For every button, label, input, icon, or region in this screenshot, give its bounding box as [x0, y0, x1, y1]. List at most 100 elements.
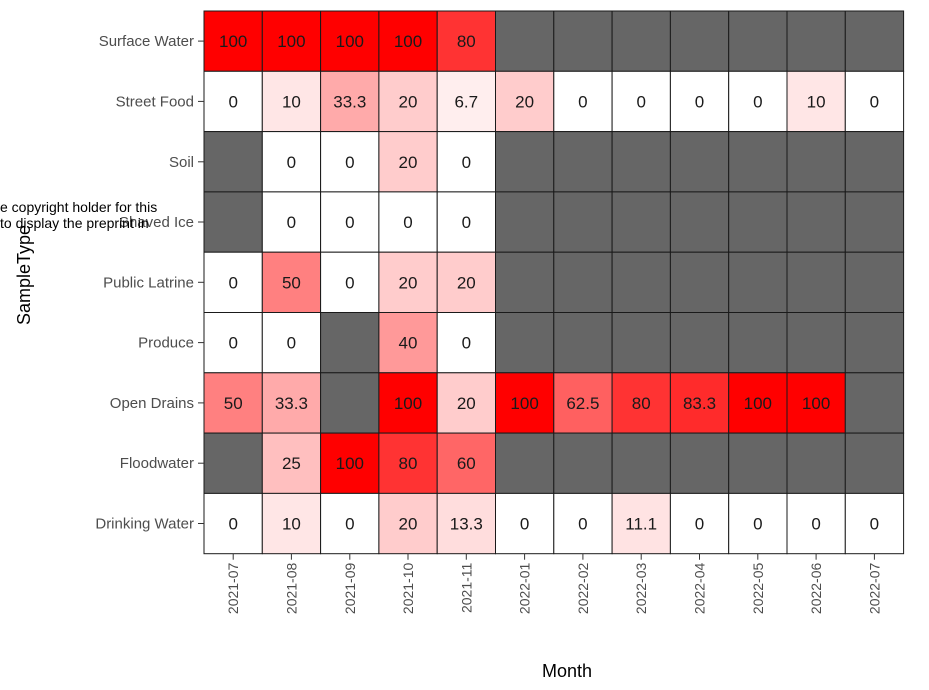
- cell-value-label: 0: [462, 153, 471, 172]
- heatmap-cell-floodwater-2021-08: [261, 432, 322, 494]
- cell-value-label: 0: [462, 334, 471, 353]
- x-axis: 2021-07 2021-08 2021-09 2021-10 2021-11 2022-…: [225, 553, 882, 614]
- x-axis-title: Month: [542, 661, 592, 681]
- cell-value-label: 0: [287, 153, 296, 172]
- heatmap-cell-surface-water-2022-05: [728, 10, 788, 72]
- cell-value-label: 13.3: [450, 515, 483, 534]
- heatmap-cell-street-food-2022-04: [669, 70, 730, 133]
- cell-value-label: 100: [394, 394, 422, 413]
- heatmap-cell-drinking-water-2021-11: [436, 492, 497, 555]
- cell-value-label: 100: [219, 32, 247, 51]
- cell-value-label: 10: [282, 92, 301, 111]
- cell-value-label: 0: [695, 515, 704, 534]
- heatmap-cell-produce-2022-02: [553, 312, 613, 374]
- cell-value-label: 100: [336, 32, 364, 51]
- cell-value-label: 0: [870, 92, 879, 111]
- heatmap-cell-shaved-ice-2022-06: [786, 191, 846, 253]
- heatmap-cell-surface-water-2021-07: [203, 10, 263, 72]
- heatmap-cell-floodwater-2021-10: [378, 432, 438, 494]
- heatmap-cell-public-latrine-2021-08: [261, 251, 322, 313]
- cell-value-label: 0: [287, 334, 296, 353]
- heatmap-cell-surface-water-2022-01: [495, 10, 555, 72]
- cell-value-label: 100: [277, 32, 305, 51]
- heatmap-cell-surface-water-2022-07: [844, 10, 905, 72]
- cell-value-label: 20: [399, 515, 418, 534]
- heatmap-cell-produce-2021-09: [320, 312, 380, 374]
- heatmap-cell-soil-2021-09: [320, 131, 380, 193]
- heatmap-cell-public-latrine-2021-09: [320, 251, 380, 313]
- heatmap-cell-drinking-water-2021-08: [261, 492, 322, 555]
- x-tick-label: 2021-11: [458, 562, 474, 613]
- heatmap-cell-surface-water-2021-08: [261, 10, 322, 72]
- cell-value-label: 0: [870, 515, 879, 534]
- cell-value-label: 0: [345, 213, 354, 232]
- heatmap-cell-street-food-2021-09: [320, 70, 380, 133]
- x-tick-label: 2021-10: [400, 562, 416, 614]
- cell-value-label: 80: [457, 32, 476, 51]
- heatmap-cell-soil-2022-01: [495, 131, 555, 193]
- x-tick-label: 2022-04: [692, 562, 708, 614]
- heatmap-cell-surface-water-2022-04: [669, 10, 730, 72]
- x-tick-label: 2021-09: [342, 562, 358, 614]
- cell-value-label: 100: [336, 454, 364, 473]
- heatmap-cell-open-drains-2021-09: [320, 372, 380, 434]
- heatmap-cell-open-drains-2022-05: [728, 372, 788, 434]
- cell-value-label: 11.1: [625, 515, 657, 534]
- heatmap-cell-floodwater-2022-02: [553, 432, 613, 494]
- cell-value-label: 0: [578, 515, 587, 534]
- x-tick-label: 2022-01: [517, 562, 533, 614]
- cell-value-label: 0: [287, 213, 296, 232]
- cell-value-label: 25: [282, 454, 301, 473]
- x-tick-label: 2021-07: [225, 562, 241, 614]
- cell-value-label: 0: [228, 334, 237, 353]
- heatmap-cell-public-latrine-2021-10: [378, 251, 438, 313]
- cell-value-label: 20: [399, 273, 418, 292]
- cell-value-label: 0: [228, 273, 237, 292]
- cell-value-label: 62.5: [566, 394, 599, 413]
- y-tick-label: Surface Water: [99, 33, 194, 50]
- heatmap-cell-public-latrine-2022-01: [495, 251, 555, 313]
- heatmap-cell-soil-2022-05: [728, 131, 788, 193]
- heatmap-cell-shaved-ice-2021-09: [320, 191, 380, 253]
- cell-value-label: 0: [462, 213, 471, 232]
- heatmap-cell-public-latrine-2022-03: [611, 251, 671, 313]
- cell-value-label: 0: [753, 92, 762, 111]
- cell-value-label: 0: [345, 153, 354, 172]
- heatmap-cell-soil-2022-03: [611, 131, 671, 193]
- y-tick-label: Shaved Ice: [119, 214, 194, 231]
- heatmap-cell-floodwater-2022-03: [611, 432, 671, 494]
- heatmap-cell-drinking-water-2021-07: [203, 492, 263, 555]
- cell-labels-layer: 100 100 100 100 800 10 33.3 20 6.7 20 0 0 0 0 10 00 0 20 0…: [219, 32, 879, 533]
- cell-value-label: 0: [345, 273, 354, 292]
- heatmap-cell-soil-2022-07: [844, 131, 905, 193]
- cell-value-label: 100: [802, 394, 830, 413]
- heatmap-cell-produce-2021-07: [203, 312, 263, 374]
- heatmap-cell-shaved-ice-2022-02: [553, 191, 613, 253]
- x-tick-label: 2022-03: [633, 562, 649, 614]
- cell-value-label: 0: [695, 92, 704, 111]
- heatmap-cell-produce-2022-05: [728, 312, 788, 374]
- overlay-text-line-2: to display the preprint in: [0, 215, 149, 231]
- cell-value-label: 6.7: [454, 92, 478, 111]
- x-tick-label: 2022-07: [866, 562, 882, 614]
- heatmap-cell-floodwater-2021-07: [203, 432, 263, 494]
- cell-value-label: 33.3: [333, 92, 366, 111]
- y-tick-label: Floodwater: [120, 455, 194, 472]
- cell-value-label: 0: [403, 213, 412, 232]
- heatmap-cell-floodwater-2022-04: [669, 432, 730, 494]
- heatmap-cell-surface-water-2022-02: [553, 10, 613, 72]
- x-tick-label: 2022-06: [808, 562, 824, 614]
- heatmap-cell-produce-2022-06: [786, 312, 846, 374]
- heatmap-cell-shaved-ice-2021-08: [261, 191, 322, 253]
- cell-value-label: 10: [807, 92, 826, 111]
- heatmap-cell-street-food-2021-11: [436, 70, 497, 133]
- y-axis-title: SampleType: [14, 225, 34, 325]
- heatmap-cell-produce-2022-01: [495, 312, 555, 374]
- heatmap-cell-floodwater-2021-11: [436, 432, 497, 494]
- y-tick-label: Soil: [169, 154, 194, 171]
- cell-value-label: 100: [744, 394, 772, 413]
- heatmap-cell-soil-2021-11: [436, 131, 497, 193]
- heatmap-cell-floodwater-2021-09: [320, 432, 380, 494]
- heatmap-cell-open-drains-2021-08: [261, 372, 322, 434]
